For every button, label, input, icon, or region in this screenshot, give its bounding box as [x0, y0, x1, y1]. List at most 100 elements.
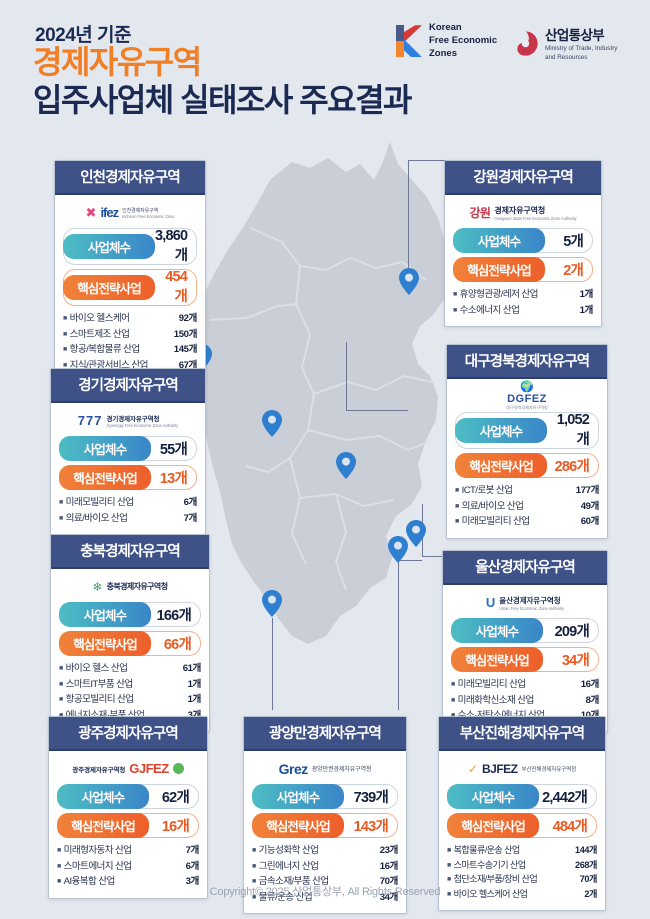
- card-title: 대구경북경제자유구역: [447, 345, 607, 379]
- list-item: ■ 스마트IT부품 산업 1개: [59, 677, 201, 693]
- pin-chungbuk[interactable]: [262, 410, 282, 437]
- industry-count: 49개: [580, 500, 600, 512]
- card-chungbuk[interactable]: 충북경제자유구역 ❄ 충북경제자유구역청 사업체수 166개 핵심전략사업 66…: [50, 534, 210, 733]
- chungbuk-logo: ❄ 충북경제자유구역청: [59, 575, 201, 598]
- bullet-icon: ■: [453, 291, 457, 298]
- strategic-value: 143개: [353, 819, 389, 835]
- pin-gwangyang[interactable]: [262, 590, 282, 617]
- bullet-icon: ■: [451, 681, 455, 688]
- list-item: ■ 그린에너지 산업 16개: [252, 859, 398, 875]
- list-item: ■ 수소에너지 산업 1개: [453, 303, 593, 319]
- bullet-icon: ■: [252, 878, 256, 886]
- motie-logo: 산업통상부 Ministry of Trade, Industry and Re…: [512, 24, 617, 62]
- businesses-value: 166개: [156, 608, 192, 624]
- bullet-icon: ■: [63, 330, 67, 338]
- list-item: ■ 바이오 헬스케어 92개: [63, 311, 197, 327]
- strategic-value: 66개: [163, 637, 192, 653]
- lead-daegu-h: [346, 410, 408, 411]
- card-body: 광주경제자유구역청 GJFEZ 사업체수 62개 핵심전략사업 16개 ■ 미래형…: [49, 751, 207, 898]
- list-item: ■ 스마트에너지 산업 6개: [57, 859, 199, 875]
- list-item: ■ 바이오 헬스케어 산업 2개: [447, 887, 597, 902]
- card-ulsan[interactable]: 울산경제자유구역 U 울산경제자유구역청 Ulsan Free Economic…: [442, 550, 608, 733]
- bullet-icon: ■: [57, 847, 61, 854]
- businesses-value: 5개: [563, 234, 584, 250]
- industry-count: 10개: [581, 708, 600, 724]
- industry-count: 60개: [580, 516, 600, 528]
- industry-name: 기능성화학 산업: [258, 845, 319, 856]
- pin-ulsan[interactable]: [406, 520, 426, 547]
- businesses-value: 55개: [159, 442, 188, 458]
- bullet-icon: ■: [455, 518, 459, 526]
- bullet-icon: ■: [63, 315, 67, 322]
- gjfez-logo-sub: 광주경제자유구역청: [72, 766, 126, 774]
- dgfez-logo-text: DGFEZ: [507, 393, 547, 405]
- industry-name: 바이오 헬스케어: [69, 313, 130, 324]
- kfez-logo: Korean Free Economic Zones: [396, 22, 497, 60]
- motie-en2: and Resources: [545, 54, 588, 62]
- lead-gangwon-v: [408, 160, 409, 280]
- card-gwangju[interactable]: 광주경제자유구역 광주경제자유구역청 GJFEZ 사업체수 62개 핵심전략사업…: [48, 716, 208, 899]
- strategic-label: 핵심전략사업: [57, 813, 149, 838]
- businesses-label: 사업체수: [451, 618, 543, 643]
- list-item: ■ 금속소재/부품 산업 70개: [252, 874, 398, 890]
- gyeonggi-logo: 777 경기경제자유구역청 Gyeonggi Free Economic Zon…: [59, 409, 197, 432]
- ulsan-logo-sub: 울산경제자유구역청 Ulsan Free Economic Zone Autho…: [499, 595, 565, 611]
- strategic-value: 454개: [165, 269, 188, 305]
- kfez-logo-mark: [396, 25, 422, 58]
- card-gangwon[interactable]: 강원경제자유구역 강원 경제자유구역청 Gangwon State Free E…: [444, 160, 602, 328]
- strategic-label: 핵심전략사업: [451, 647, 543, 672]
- korea-map-shape: [192, 142, 450, 644]
- industry-name: 미래모빌리티 산업: [457, 679, 526, 690]
- businesses-label: 사업체수: [59, 436, 151, 461]
- industry-count: 177개: [575, 485, 600, 496]
- industry-count: 7개: [183, 512, 198, 524]
- list-item: ■ 지식/관광서비스 산업 67개: [63, 358, 197, 374]
- bullet-icon: ■: [57, 862, 61, 870]
- list-item: ■ 첨단소재/부품/장비 산업 70개: [447, 872, 597, 887]
- industry-name: 수소에너지 산업: [459, 304, 520, 316]
- industry-list: ■ 바이오 헬스 산업 61개 ■ 스마트IT부품 산업 1개 ■ 항공모빌리티 산업 1개…: [59, 661, 201, 723]
- list-item: ■수소·저탄소에너지 산업10개: [451, 708, 599, 724]
- bullet-icon: ■: [63, 361, 67, 369]
- pin-daegu-gyeongbuk[interactable]: [336, 452, 356, 479]
- motie-en1: Ministry of Trade, Industry: [545, 45, 618, 52]
- industry-list: ■ 미래모빌리티 산업 6개 ■ 의료/바이오 산업 7개: [59, 495, 197, 526]
- card-gwangyang[interactable]: 광양만경제자유구역 Grez 광양만권경제자유구역청 사업체수 739개 핵심전…: [243, 716, 407, 915]
- industry-name: 스마트수송기기 산업: [453, 859, 526, 870]
- lead-gangwon-h: [408, 160, 470, 161]
- industry-count: 268개: [575, 859, 597, 870]
- strategic-row: 핵심전략사업 484개: [447, 813, 597, 838]
- strategic-label: 핵심전략사업: [453, 257, 545, 282]
- gangwon-logo-sub: 경제자유구역청 Gangwon State Free Economic Zone…: [494, 205, 577, 221]
- industry-name: 항공/복합물류 산업: [69, 344, 141, 356]
- bjfez-logo: ✓ BJFEZ 부산진해경제자유구역청: [447, 757, 597, 780]
- card-gyeonggi[interactable]: 경기경제자유구역 777 경기경제자유구역청 Gyeonggi Free Eco…: [50, 368, 206, 536]
- industry-list: ■ 복합물류/운송 산업 144개 ■ 스마트수송기기 산업 268개 ■ 첨단소재/부품…: [447, 843, 597, 902]
- industry-count: 1개: [187, 678, 202, 690]
- strategic-label: 핵심전략사업: [447, 813, 539, 838]
- card-busan-jinhae[interactable]: 부산진해경제자유구역 ✓ BJFEZ 부산진해경제자유구역청 사업체수 2,44…: [438, 716, 606, 911]
- industry-count: 6개: [183, 497, 198, 508]
- card-title: 경기경제자유구역: [51, 369, 205, 403]
- globe-icon: 🌍: [520, 381, 534, 393]
- card-daegu-gyeongbuk[interactable]: 대구경북경제자유구역 🌍 DGFEZ 대구경북경제자유구역청 사업체수 1,05…: [446, 344, 608, 539]
- lead-busan-h: [398, 560, 422, 561]
- chungbuk-logo-text: 충북경제자유구역청: [106, 582, 168, 591]
- gjfez-logo: 광주경제자유구역청 GJFEZ: [57, 757, 199, 780]
- lead-daegu-v: [346, 342, 347, 411]
- businesses-value: 209개: [554, 624, 590, 640]
- bullet-icon: ■: [59, 696, 63, 704]
- industry-count: 3개: [185, 876, 200, 888]
- industry-name: 에너지소재·부품 산업: [66, 708, 188, 724]
- card-incheon[interactable]: 인천경제자유구역 ✖ ifez 인천경제자유구역 Incheon Free Ec…: [54, 160, 206, 383]
- industry-name: 물류/운송 산업: [258, 891, 313, 903]
- businesses-label: 사업체수: [59, 602, 151, 627]
- strategic-row: 핵심전략사업 143개: [252, 813, 398, 838]
- kfez-line1: Korean: [429, 22, 462, 33]
- kfez-line2: Free Economic: [429, 34, 498, 46]
- pin-gangwon[interactable]: [399, 268, 419, 295]
- ulsan-logo: U 울산경제자유구역청 Ulsan Free Economic Zone Aut…: [451, 591, 599, 614]
- pin-busan-jinhae[interactable]: [388, 536, 408, 563]
- bullet-icon: ■: [447, 876, 451, 884]
